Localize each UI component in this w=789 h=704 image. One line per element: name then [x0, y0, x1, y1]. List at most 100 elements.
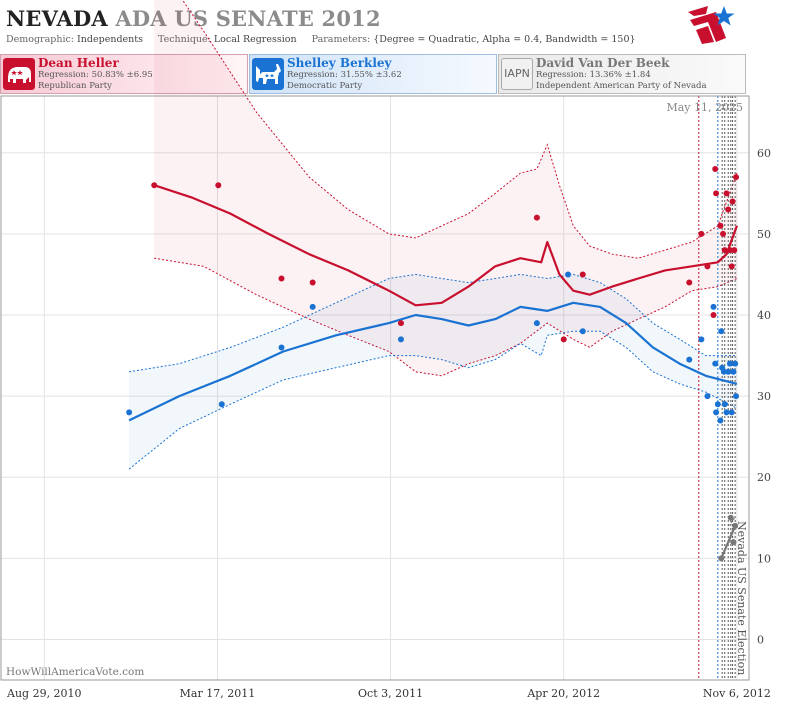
poll-point	[717, 222, 724, 229]
axes: 0 10 20 30 40 50 60 Aug 29, 2010 Mar 17, 2011 Oct…	[0, 95, 771, 700]
poll-point	[725, 368, 732, 375]
demographic-value: Independents	[77, 34, 143, 45]
poll-point	[126, 409, 133, 416]
poll-point	[723, 190, 730, 197]
poll-point	[309, 279, 316, 286]
poll-point	[686, 279, 693, 286]
poll-point	[397, 320, 404, 327]
trend-line	[153, 184, 738, 307]
x-tick-label: Oct 3, 2011	[358, 687, 423, 700]
band-lower-line	[128, 330, 738, 470]
poll-point	[728, 263, 735, 270]
plot-frame	[0, 95, 750, 681]
x-tick-label: Mar 17, 2011	[180, 687, 256, 700]
poll-point	[725, 206, 732, 213]
candidate-card-berkley: Shelley Berkley Regression: 31.55% ±3.62…	[249, 54, 497, 94]
y-tick-label: 30	[757, 390, 771, 403]
band-upper-line	[727, 517, 736, 527]
grid	[1, 96, 749, 680]
elephant-icon	[3, 58, 35, 90]
poll-point	[579, 271, 586, 278]
poll-point	[717, 417, 724, 424]
candidate-cards: Dean Heller Regression: 50.83% ±6.95 Rep…	[0, 54, 789, 94]
poll-point	[710, 303, 717, 310]
poll-point	[710, 312, 717, 318]
x-tick-label: Aug 29, 2010	[6, 687, 82, 700]
poll-point	[278, 344, 285, 351]
poll-point	[218, 401, 225, 408]
poll-point	[713, 190, 720, 197]
poll-point	[560, 336, 567, 343]
band-upper-line	[129, 273, 737, 373]
y-tick-label: 0	[757, 633, 764, 646]
poll-point	[698, 336, 705, 343]
poll-point	[720, 230, 727, 237]
candidate-card-vanderbeek: IAPN David Van Der Beek Regression: 13.3…	[498, 54, 746, 94]
candidate-party: Independent American Party of Nevada	[536, 81, 707, 91]
page-title: NEVADA ADA US SENATE 2012	[6, 6, 381, 31]
poll-point	[721, 247, 728, 254]
poll-point	[730, 368, 737, 375]
candidate-name: Shelley Berkley	[287, 56, 392, 70]
poll-point	[714, 401, 721, 408]
election-label: Nevada US Senate Election	[735, 521, 748, 675]
x-tick-label: Nov 6, 2012	[703, 687, 771, 700]
poll-point	[720, 368, 727, 375]
y-tick-label: 40	[757, 309, 771, 322]
poll-point	[730, 539, 737, 546]
poll-point	[151, 182, 158, 189]
poll-points	[126, 166, 740, 562]
poll-point	[727, 514, 734, 521]
poll-point	[723, 409, 730, 416]
y-tick-label: 60	[757, 147, 771, 160]
poll-point	[712, 360, 719, 367]
poll-point	[721, 401, 728, 408]
poll-point	[533, 214, 540, 221]
candidate-party: Democratic Party	[287, 81, 363, 91]
poll-point	[732, 360, 739, 367]
poll-point	[726, 247, 733, 254]
candidate-regression: Regression: 13.36% ±1.84	[536, 70, 651, 80]
candidate-card-heller: Dean Heller Regression: 50.83% ±6.95 Rep…	[0, 54, 248, 94]
poll-point	[278, 275, 285, 282]
candidate-regression: Regression: 31.55% ±3.62	[287, 70, 402, 80]
y-tick-label: 20	[757, 471, 771, 484]
trend-lines	[128, 184, 738, 559]
technique-value: Local Regression	[213, 34, 297, 45]
poll-point	[698, 230, 705, 237]
poll-point	[704, 263, 711, 270]
poll-point	[733, 393, 740, 400]
poll-point	[713, 409, 720, 416]
poll-point	[729, 198, 736, 205]
y-tick-label: 10	[757, 552, 771, 565]
poll-point	[733, 174, 740, 181]
chart-date-label: May 11, 2025	[666, 101, 743, 114]
poll-point	[732, 522, 739, 529]
parameters-line: Demographic: Independents Technique: Loc…	[6, 34, 636, 45]
parameters-value: {Degree = Quadratic, Alpha = 0.4, Bandwi…	[373, 34, 636, 45]
confidence-band	[129, 274, 737, 470]
y-tick-label: 50	[757, 228, 771, 241]
poll-point	[533, 320, 540, 327]
band-upper-line	[181, 0, 738, 259]
poll-point	[309, 303, 316, 310]
poll-point	[704, 393, 711, 400]
poll-point	[712, 166, 719, 172]
party-badge-icon: IAPN	[501, 58, 533, 90]
x-tick-label: Apr 20, 2012	[526, 687, 600, 700]
watermark: HowWillAmericaVote.com	[6, 666, 144, 678]
poll-point	[579, 328, 586, 335]
poll-point	[718, 555, 725, 562]
poll-point	[215, 182, 222, 189]
poll-point	[397, 336, 404, 343]
poll-point	[731, 247, 738, 254]
band-lower-line	[154, 257, 738, 377]
candidate-party: Republican Party	[38, 81, 112, 91]
confidence-bands	[128, 0, 738, 543]
candidate-name: Dean Heller	[38, 56, 119, 70]
poll-point	[565, 271, 572, 278]
chart-labels: May 11, 2025 HowWillAmericaVote.com Nevada…	[6, 101, 748, 678]
poll-point	[686, 356, 693, 363]
candidate-regression: Regression: 50.83% ±6.95	[38, 70, 153, 80]
